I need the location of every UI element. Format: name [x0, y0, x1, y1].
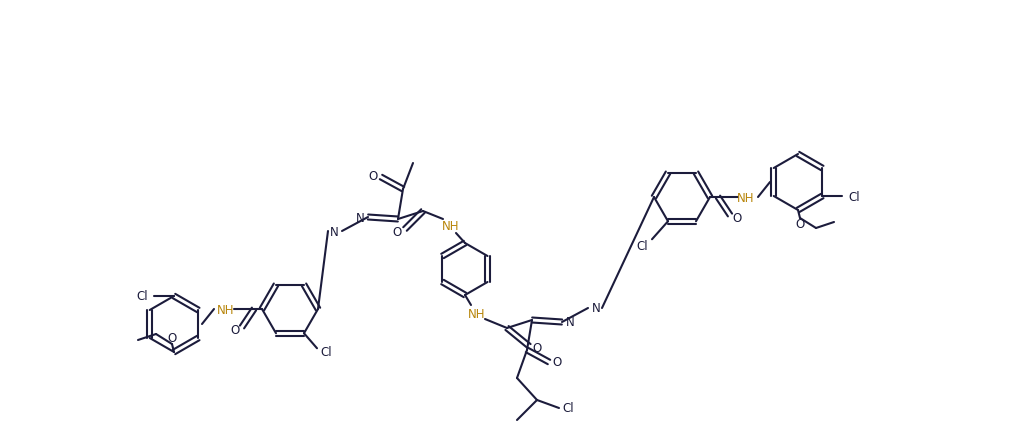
Text: Cl: Cl	[636, 239, 648, 252]
Text: NH: NH	[468, 307, 486, 320]
Text: O: O	[230, 323, 240, 336]
Text: NH: NH	[442, 219, 460, 232]
Text: Cl: Cl	[136, 290, 148, 303]
Text: Cl: Cl	[849, 190, 860, 203]
Text: N: N	[592, 302, 600, 315]
Text: O: O	[795, 218, 805, 231]
Text: Cl: Cl	[320, 345, 331, 358]
Text: O: O	[733, 211, 742, 224]
Text: O: O	[368, 169, 378, 182]
Text: N: N	[566, 316, 574, 329]
Text: Cl: Cl	[562, 402, 574, 415]
Text: NH: NH	[217, 303, 235, 316]
Text: O: O	[168, 332, 177, 345]
Text: NH: NH	[737, 191, 754, 204]
Text: O: O	[553, 356, 562, 369]
Text: N: N	[356, 211, 364, 224]
Text: N: N	[329, 225, 339, 238]
Text: O: O	[532, 342, 541, 355]
Text: O: O	[392, 225, 401, 238]
